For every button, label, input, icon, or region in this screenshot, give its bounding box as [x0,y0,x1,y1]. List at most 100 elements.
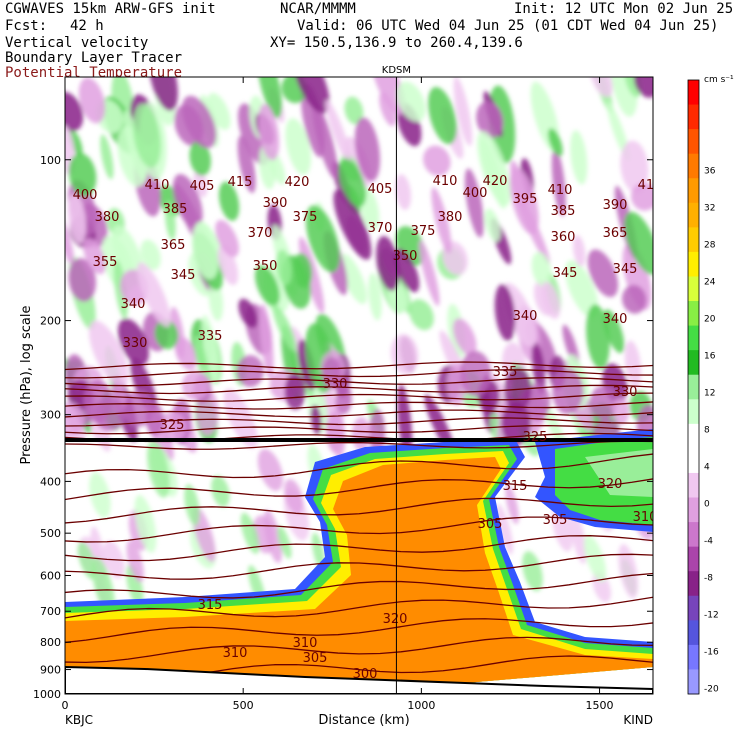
velocity-cell [452,318,477,356]
velocity-cell [83,380,113,423]
theta-label: 340 [513,309,538,324]
right-station-label: KIND [623,713,653,727]
velocity-cell [208,279,224,321]
y-tick-label: 600 [40,569,61,582]
theta-label: 380 [438,210,463,225]
theta-label: 310 [293,636,318,651]
isentrope [65,409,653,418]
cross-section-endpoints: XY= 150.5,136.9 to 260.4,139.6 [270,35,523,51]
colorbar-swatch [688,227,699,253]
colorbar-tick-label: 12 [704,388,715,398]
velocity-cell [217,245,239,286]
colorbar: 36 32 28 24 20 16 12 8 4 0 -4 -8 -12 -16 -20 [687,79,719,695]
theta-label: 400 [73,188,98,203]
init-time: Init: 12 UTC Mon 02 Jun 25 [514,1,734,17]
velocity-cell [339,253,367,305]
theta-label: 345 [553,266,578,281]
velocity-cell [311,532,325,570]
potential-temperature-contours [65,361,653,682]
theta-label: 320 [383,612,408,627]
velocity-cell [379,91,396,127]
velocity-cell [123,390,154,427]
velocity-cell [531,252,552,287]
tracer-contour [65,457,653,683]
colorbar-tick-label: 36 [704,166,716,176]
velocity-cell [191,221,219,280]
velocity-cell [158,411,187,443]
velocity-cell [193,169,208,198]
velocity-cell [531,342,546,395]
velocity-cell [459,351,492,397]
velocity-cell [258,103,280,161]
velocity-cell [181,370,210,401]
colorbar-swatch [688,301,699,327]
isentrope [65,376,653,387]
isentrope [65,596,653,619]
velocity-cell [132,103,161,168]
theta-label: 415 [228,175,253,190]
x-axis-label: Distance (km) [318,713,409,728]
theta-label: 420 [483,174,508,189]
velocity-cell [428,86,457,145]
velocity-cell [333,189,372,260]
isentrope [65,401,653,410]
colorbar-tick-label: 8 [704,425,710,435]
velocity-cell [335,382,352,415]
terrain [65,665,653,694]
velocity-cell [172,173,203,229]
theta-label: 345 [171,268,196,283]
colorbar-tick-label: 4 [704,462,710,472]
isentrope [65,535,653,562]
theta-label: 335 [198,329,223,344]
velocity-cell [522,551,543,592]
velocity-cell [354,117,381,182]
colorbar-swatch [688,571,699,597]
velocity-cell [376,236,400,291]
theta-label: 350 [253,259,278,274]
y-tick-label: 400 [40,475,61,488]
colorbar-swatch [688,423,699,449]
velocity-cell [117,318,149,366]
velocity-cell [65,91,84,132]
velocity-cell [505,484,519,525]
velocity-cell [396,81,426,122]
left-station-label: KBJC [65,713,93,727]
isentrope [65,553,653,580]
velocity-cell [215,219,239,258]
isentrope [65,478,653,501]
isentrope [65,369,653,379]
velocity-cell [181,95,217,149]
y-tick-label: 300 [40,409,61,422]
isentrope [65,440,653,450]
velocity-cell [134,494,157,553]
theta-label: 330 [613,385,638,400]
colorbar-swatch [688,399,699,425]
velocity-cell [583,535,607,582]
colorbar-swatch [688,644,699,670]
velocity-cell [126,564,144,606]
theta-label: 365 [603,226,628,241]
colorbar-swatch [688,620,699,646]
velocity-cell [394,248,420,293]
velocity-cell [238,298,258,329]
colorbar-tick-label: -8 [704,573,713,583]
velocity-cell [68,153,97,197]
theta-label: 305 [478,517,503,532]
y-tick-label: 200 [40,315,61,328]
velocity-cell [140,239,161,271]
colorbar-swatch [688,448,699,474]
theta-label: 325 [160,418,185,433]
field-vertical-velocity: Vertical velocity [5,35,149,51]
theta-label: 380 [95,210,120,225]
theta-label: 410 [145,178,170,193]
theta-label: 350 [393,249,418,264]
colorbar-swatch [688,325,699,351]
velocity-cell [541,281,561,319]
station-marker-label: KDSM [382,65,411,76]
theta-label: 375 [411,224,436,239]
y-tick-label: 100 [40,154,61,167]
velocity-cell [67,193,87,244]
velocity-cell [276,249,292,286]
velocity-cell [633,77,653,98]
colorbar-tick-label: -4 [704,536,713,546]
